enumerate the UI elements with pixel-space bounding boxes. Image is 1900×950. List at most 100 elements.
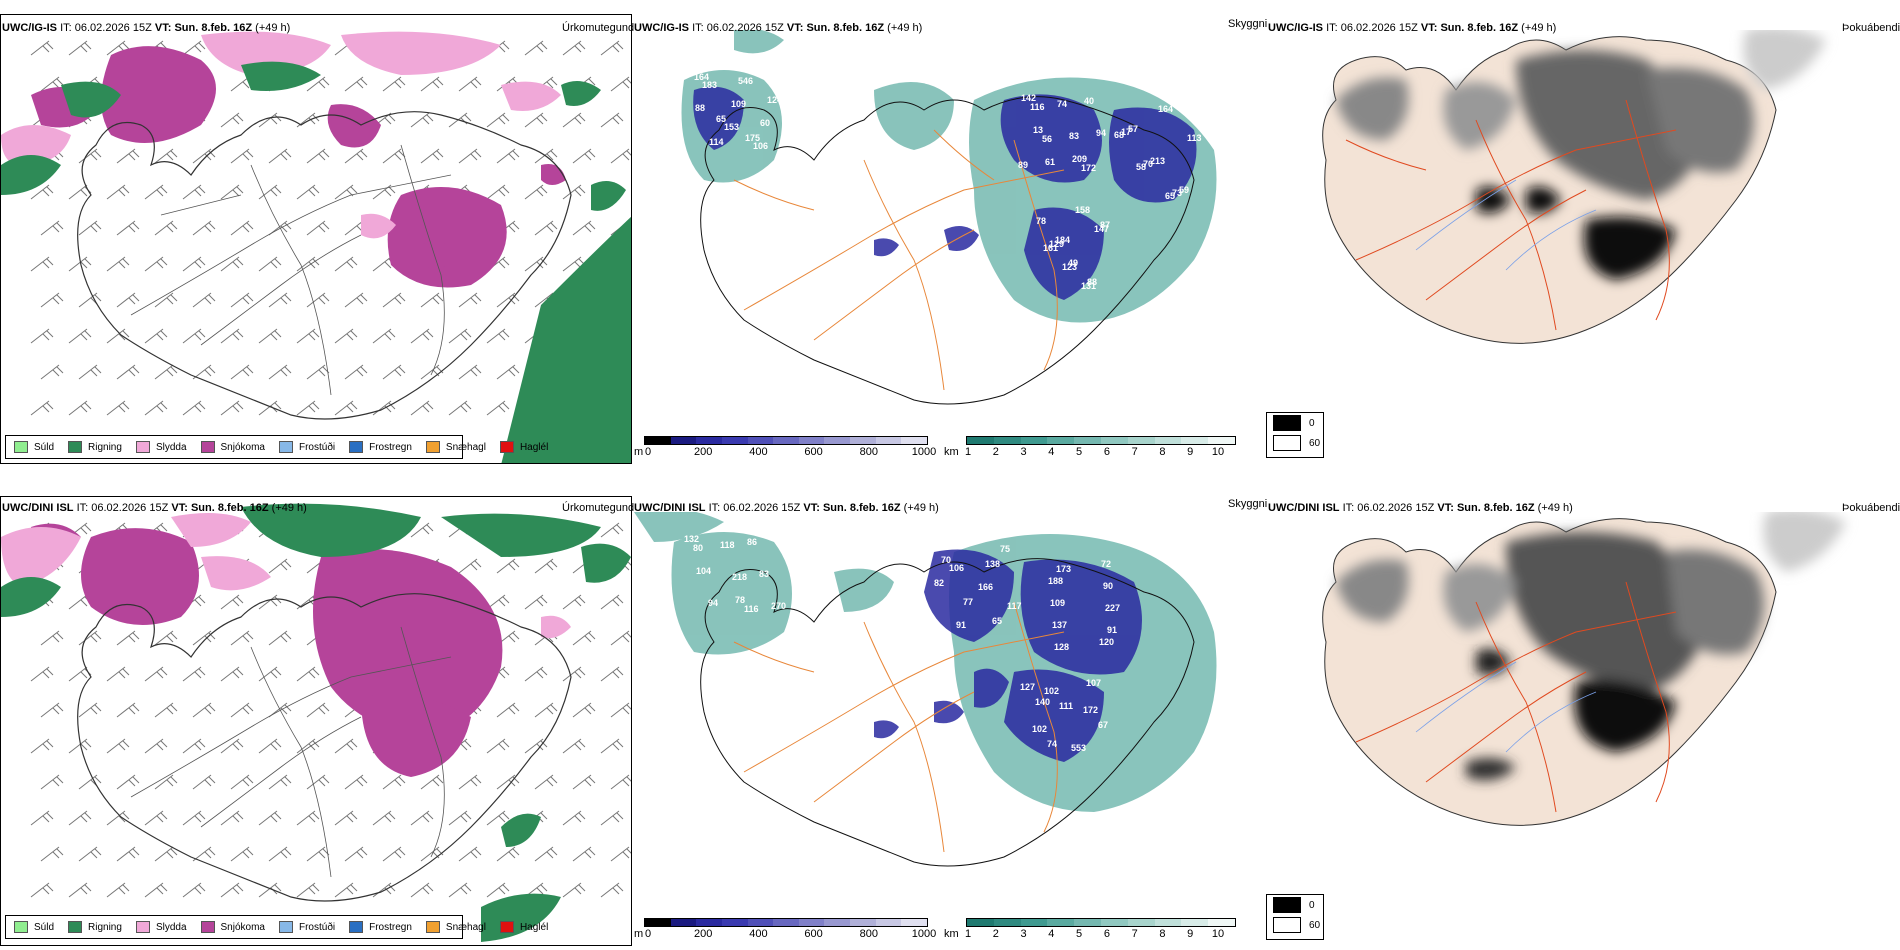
wind-barb bbox=[534, 558, 558, 574]
wind-barb bbox=[600, 594, 624, 610]
colorbar-tick-label: 1000 bbox=[911, 928, 937, 940]
vt-value: Sun. 8.feb. 16Z bbox=[822, 502, 901, 514]
roads bbox=[733, 601, 1065, 853]
fog-legend-row-1: 60 bbox=[1273, 433, 1323, 453]
wind-barb bbox=[344, 364, 368, 380]
colorbar-tick-label: 400 bbox=[749, 446, 768, 458]
wind-barb bbox=[410, 328, 434, 344]
wind-barb bbox=[410, 882, 434, 898]
colorbar-swatch-4 bbox=[1074, 437, 1101, 444]
wind-barb bbox=[144, 666, 168, 682]
wind-barb bbox=[534, 702, 558, 718]
colorbar-tick-label: 10 bbox=[1211, 446, 1225, 458]
legend-item-1: Rigning bbox=[68, 441, 122, 453]
wind-barb bbox=[458, 558, 482, 574]
fog-map-bottom bbox=[1322, 512, 1846, 826]
colorbar-km-swatches bbox=[966, 918, 1236, 927]
wind-barb bbox=[486, 400, 510, 416]
visibility-value-label: 113 bbox=[1187, 133, 1202, 143]
wind-barb bbox=[306, 364, 330, 380]
wind-barb bbox=[30, 400, 54, 416]
panel-title-visibility-top: Skyggni bbox=[1228, 18, 1268, 30]
wind-barb bbox=[610, 630, 631, 646]
visibility-value-label: 106 bbox=[753, 141, 768, 151]
visibility-value-label: 147 bbox=[1094, 224, 1109, 234]
colorbar-swatch-8 bbox=[850, 919, 876, 926]
wind-barb bbox=[306, 220, 330, 236]
wind-barb bbox=[220, 328, 244, 344]
visibility-value-label: 87 bbox=[1100, 220, 1110, 230]
wind-barb bbox=[68, 738, 92, 754]
colorbar-tick-label: 10 bbox=[1211, 928, 1225, 940]
visibility-value-label: 88 bbox=[695, 103, 705, 113]
wind-barb bbox=[182, 400, 206, 416]
wind-barb bbox=[182, 810, 206, 826]
wind-barb bbox=[106, 184, 130, 200]
vt-label: VT: bbox=[1437, 502, 1454, 514]
wind-barb bbox=[562, 40, 586, 56]
colorbar-tick-label: 9 bbox=[1187, 928, 1194, 940]
colorbar-tick-label: 1 bbox=[964, 446, 972, 458]
it-value: 06.02.2026 15Z bbox=[1357, 502, 1435, 514]
visibility-value-label: 127 bbox=[1020, 682, 1035, 692]
colorbar-tick-label: 1 bbox=[964, 928, 972, 940]
visibility-panel-bottom: 132 70 188 140 78 65 120 107 104 77 109 74 86 82 72 67 9… bbox=[634, 512, 1264, 922]
wind-barb bbox=[382, 76, 406, 92]
wind-barb bbox=[268, 364, 292, 380]
vt-value: Sun. 8.feb. 16Z bbox=[1456, 502, 1535, 514]
colorbar-swatch-3 bbox=[1047, 437, 1075, 444]
wind-barb bbox=[106, 738, 130, 754]
panel-title-fog-bottom: Þokuábendi bbox=[1842, 502, 1900, 514]
colorbar-tick-label: 2 bbox=[992, 446, 999, 458]
wind-barb bbox=[344, 846, 368, 862]
colorbar-swatch-8 bbox=[850, 437, 876, 444]
visibility-value-label: 90 bbox=[1103, 581, 1113, 591]
legend-swatch bbox=[349, 921, 364, 933]
wind-barb bbox=[562, 594, 586, 610]
precip-sleet bbox=[1, 31, 561, 239]
colorbar-swatch-7 bbox=[1154, 437, 1182, 444]
wind-barb bbox=[448, 882, 472, 898]
visibility-value-label: 142 bbox=[1021, 93, 1036, 103]
vt-label: VT: bbox=[171, 502, 188, 514]
visibility-value-label: 73 bbox=[1172, 188, 1182, 198]
colorbar-swatch-5 bbox=[773, 919, 799, 926]
wind-barb bbox=[182, 184, 206, 200]
colorbar-swatch-0 bbox=[645, 919, 671, 926]
visibility-value-label: 175 bbox=[745, 133, 760, 143]
wind-barb bbox=[458, 292, 482, 308]
wind-barb bbox=[572, 148, 596, 164]
wind-barb bbox=[382, 148, 406, 164]
visibility-colorbar-m-top: m 0 200 400 600 800 1000 bbox=[634, 436, 936, 466]
visibility-value-label: 128 bbox=[1054, 642, 1069, 652]
wind-barb bbox=[496, 702, 520, 718]
visibility-value-label: 56 bbox=[1042, 134, 1052, 144]
vis-blue-area bbox=[874, 549, 1142, 762]
colorbar-swatch-4 bbox=[747, 437, 774, 444]
colorbar-m-swatches bbox=[644, 436, 928, 445]
wind-barb bbox=[572, 220, 596, 236]
colorbar-tick-label: 200 bbox=[694, 446, 713, 458]
legend-swatch bbox=[135, 921, 150, 933]
visibility-value-label: 58 bbox=[1136, 162, 1146, 172]
legend-swatch bbox=[499, 441, 514, 453]
wind-barb bbox=[296, 184, 320, 200]
wind-barb bbox=[610, 702, 631, 718]
vt-label: VT: bbox=[154, 22, 172, 34]
wind-barb bbox=[344, 76, 368, 92]
legend-item-7: Haglél bbox=[499, 921, 548, 933]
wind-barb bbox=[144, 328, 168, 344]
legend-swatch bbox=[135, 441, 150, 453]
wind-barb bbox=[220, 256, 244, 272]
wind-barb bbox=[420, 364, 444, 380]
wind-barb bbox=[486, 810, 510, 826]
colorbar-tick-label: 7 bbox=[1131, 928, 1138, 940]
wind-barb bbox=[562, 738, 586, 754]
wind-barb bbox=[496, 846, 520, 862]
fog-legend-top: 0 60 bbox=[1266, 412, 1324, 458]
colorbar-swatch-6 bbox=[1127, 437, 1155, 444]
visibility-value-label: 91 bbox=[1107, 625, 1117, 635]
wind-barb bbox=[182, 256, 206, 272]
wind-barb bbox=[344, 148, 368, 164]
visibility-value-label: 72 bbox=[1101, 559, 1111, 569]
